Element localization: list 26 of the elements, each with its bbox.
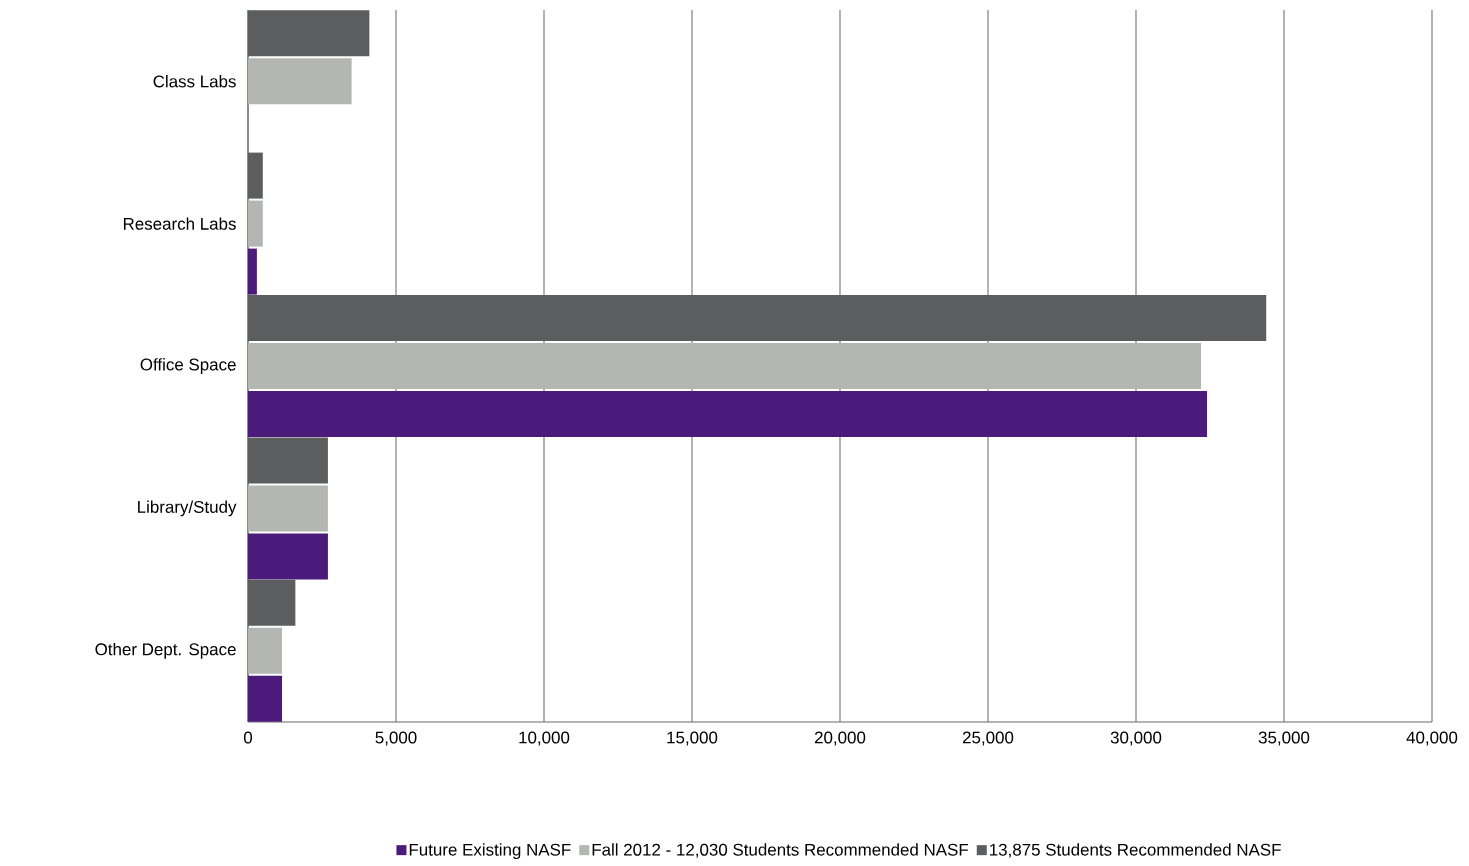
- x-tick-label: 10,000: [519, 731, 570, 746]
- legend-label: Fall 2012 - 12,030 Students Recommended NASF: [592, 843, 969, 858]
- x-tick-label: 0: [243, 731, 253, 744]
- bar: [248, 390, 1208, 437]
- bar: [248, 58, 352, 105]
- legend-label: Future Existing NASF: [409, 843, 571, 860]
- bar: [248, 627, 283, 674]
- x-tick-label: 35,000: [1258, 731, 1310, 746]
- legend-label: 13,875 Students Recommended NASF: [990, 843, 1281, 858]
- x-tick-label: 15,000: [667, 731, 718, 746]
- bar: [248, 675, 283, 722]
- bar: [248, 343, 1202, 389]
- bar: [248, 485, 328, 532]
- x-tick-label: 20,000: [814, 731, 866, 746]
- y-tick-label: Research Labs: [123, 217, 236, 230]
- x-tick-label: 30,000: [1110, 731, 1162, 746]
- bar: [248, 200, 263, 247]
- x-tick-label: 40,000: [1406, 731, 1458, 746]
- y-tick-label: Other Dept. Space: [95, 642, 236, 659]
- bar: [248, 533, 328, 580]
- y-tick-label: Office Space: [140, 358, 236, 374]
- y-tick-label: Library/Study: [138, 500, 237, 517]
- x-tick-label: 5,000: [375, 731, 417, 746]
- y-tick-label: Class Labs: [153, 74, 236, 88]
- bar: [248, 248, 257, 295]
- x-tick-label: 25,000: [962, 731, 1014, 746]
